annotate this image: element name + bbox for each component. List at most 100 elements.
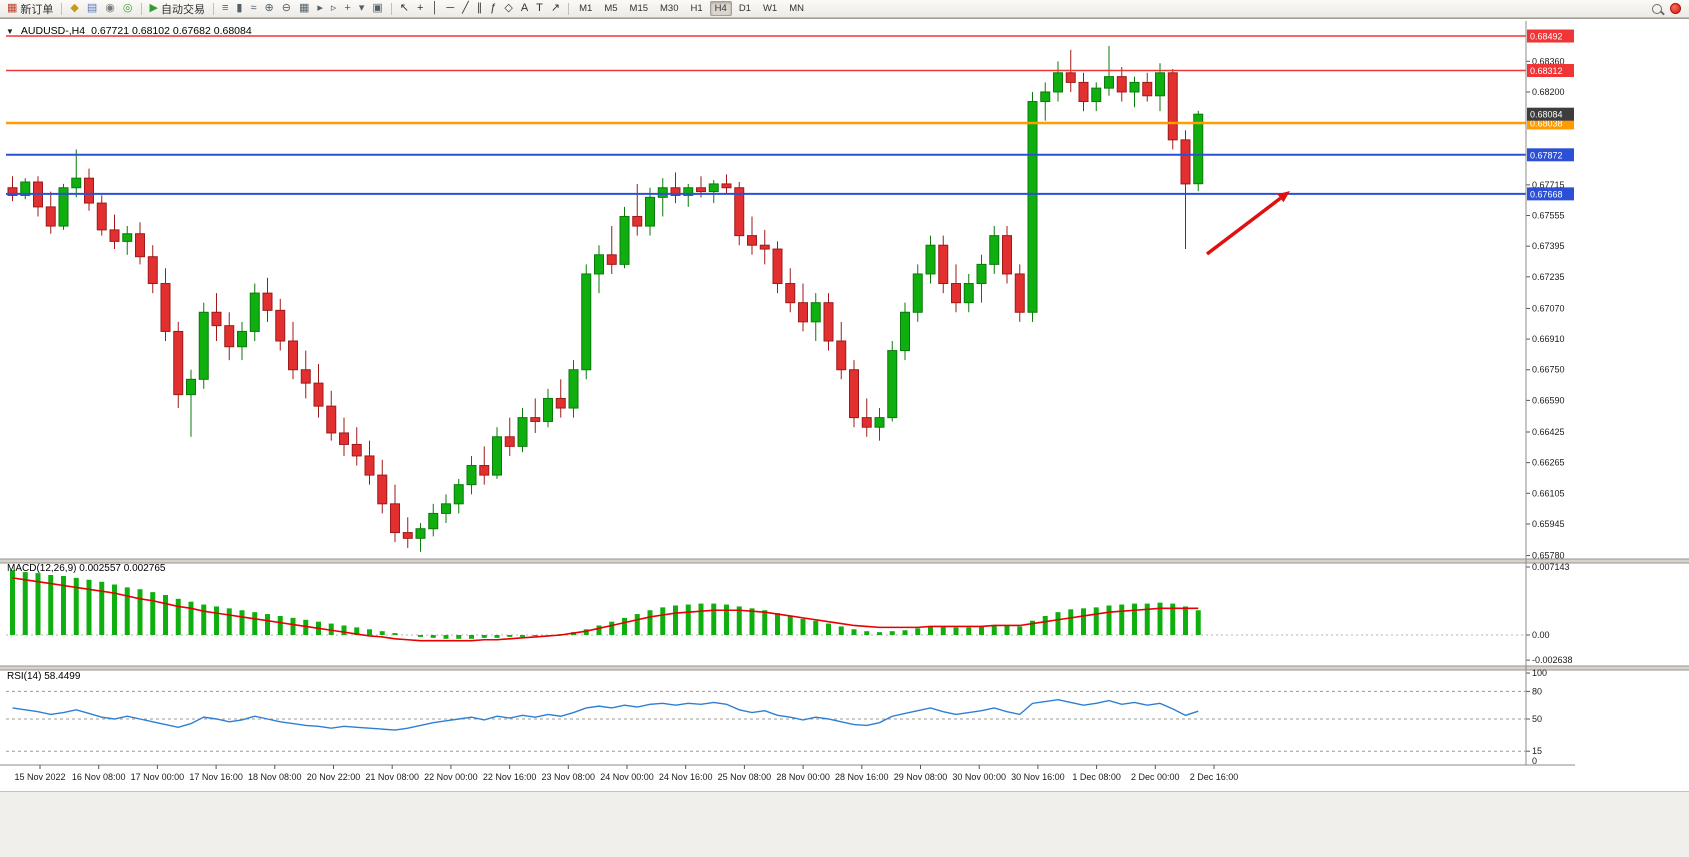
- candle[interactable]: [377, 474, 388, 505]
- candle[interactable]: [20, 181, 31, 196]
- vertical-line-button[interactable]: │: [428, 1, 441, 17]
- label-button[interactable]: T: [533, 1, 546, 17]
- panel-divider[interactable]: [0, 666, 1689, 670]
- crosshair-button[interactable]: +: [414, 1, 426, 17]
- panel-divider[interactable]: [0, 559, 1689, 563]
- timeframe-m15-button[interactable]: M15: [629, 3, 649, 14]
- candle[interactable]: [900, 311, 910, 352]
- candle[interactable]: [1129, 81, 1140, 93]
- candle[interactable]: [1053, 72, 1063, 93]
- candle[interactable]: [594, 254, 604, 275]
- candle[interactable]: [211, 311, 222, 327]
- timeframe-h4-button[interactable]: H4: [709, 1, 732, 16]
- timeframe-h1-button[interactable]: H1: [690, 3, 703, 14]
- candle[interactable]: [453, 484, 464, 505]
- candle[interactable]: [581, 273, 592, 371]
- candle[interactable]: [645, 196, 655, 227]
- candle[interactable]: [7, 187, 18, 196]
- candle[interactable]: [683, 187, 694, 196]
- trendline-button[interactable]: ╱: [459, 1, 472, 17]
- candle[interactable]: [721, 183, 732, 189]
- candles-mode-button[interactable]: ▮: [233, 1, 245, 17]
- candle[interactable]: [428, 512, 439, 530]
- new-order-button[interactable]: ▦ 新订单: [4, 1, 56, 17]
- candle[interactable]: [670, 187, 681, 196]
- candle[interactable]: [1167, 72, 1178, 141]
- record-status-icon[interactable]: [1670, 3, 1681, 14]
- candle[interactable]: [836, 340, 847, 371]
- zoom-out-button[interactable]: ⊖: [279, 1, 294, 17]
- candle[interactable]: [874, 417, 885, 428]
- candle[interactable]: [1014, 273, 1025, 313]
- profiles-button[interactable]: ▤: [84, 1, 100, 17]
- search-icon[interactable]: [1652, 3, 1662, 14]
- candle[interactable]: [543, 397, 553, 422]
- candle[interactable]: [492, 436, 502, 476]
- candle[interactable]: [772, 248, 783, 285]
- candle[interactable]: [479, 465, 490, 476]
- shapes-button[interactable]: ◇: [501, 1, 515, 17]
- candle[interactable]: [96, 202, 107, 231]
- timeframe-mn-button[interactable]: MN: [789, 3, 804, 14]
- trend-arrow-line[interactable]: [1205, 196, 1282, 256]
- alerts-button[interactable]: ◉: [102, 1, 118, 17]
- candle[interactable]: [708, 183, 719, 193]
- candle[interactable]: [925, 244, 936, 275]
- macd-indicator-label[interactable]: MACD(12,26,9) 0.002557 0.002765: [7, 563, 166, 574]
- timeframe-w1-button[interactable]: W1: [762, 3, 778, 14]
- candle[interactable]: [606, 254, 617, 265]
- candle[interactable]: [976, 263, 987, 285]
- candle[interactable]: [938, 244, 949, 285]
- candle[interactable]: [1065, 72, 1076, 83]
- candle[interactable]: [530, 417, 541, 422]
- candle[interactable]: [300, 369, 311, 384]
- candle[interactable]: [147, 256, 158, 285]
- candle[interactable]: [1091, 87, 1102, 103]
- candle[interactable]: [339, 432, 349, 445]
- timeframe-m30-button[interactable]: M30: [660, 3, 679, 14]
- candle[interactable]: [109, 229, 120, 242]
- candle[interactable]: [810, 302, 821, 323]
- candle[interactable]: [861, 417, 872, 428]
- fibonacci-button[interactable]: ƒ: [487, 1, 499, 17]
- templates-button[interactable]: ▣: [369, 1, 385, 17]
- text-button[interactable]: A: [518, 1, 531, 17]
- zoom-in-button[interactable]: ⊕: [262, 1, 277, 17]
- candle[interactable]: [58, 187, 69, 227]
- candle[interactable]: [1116, 76, 1127, 93]
- candle[interactable]: [237, 330, 247, 348]
- candle[interactable]: [657, 187, 668, 198]
- candle[interactable]: [160, 283, 171, 332]
- chart-canvas[interactable]: 0.68360 0.68200 0.67715 0.67555 0.67395 0.672…: [0, 21, 1689, 791]
- candle[interactable]: [568, 369, 579, 409]
- candle[interactable]: [84, 177, 94, 204]
- candle[interactable]: [351, 443, 362, 457]
- arrow-tool-button[interactable]: ↗: [548, 1, 563, 17]
- candle[interactable]: [1155, 72, 1165, 97]
- candle[interactable]: [823, 302, 834, 342]
- candle[interactable]: [1193, 113, 1204, 185]
- candle[interactable]: [1104, 76, 1114, 89]
- candle[interactable]: [71, 177, 82, 189]
- timeframe-d1-button[interactable]: D1: [738, 3, 751, 14]
- candle[interactable]: [759, 244, 770, 250]
- timeframe-m5-button[interactable]: M5: [604, 3, 618, 14]
- candle[interactable]: [632, 215, 643, 227]
- candle[interactable]: [849, 369, 859, 419]
- candle[interactable]: [364, 455, 375, 476]
- cursor-button[interactable]: ↖: [397, 1, 412, 17]
- candle[interactable]: [963, 283, 974, 304]
- candle[interactable]: [1078, 81, 1089, 103]
- autotrading-button[interactable]: ▶ 自动交易: [147, 1, 208, 17]
- candle[interactable]: [1040, 91, 1051, 103]
- candle[interactable]: [249, 292, 260, 332]
- horizontal-line-button[interactable]: ─: [443, 1, 457, 17]
- periods-button[interactable]: ▾: [356, 1, 368, 17]
- candle[interactable]: [887, 350, 898, 419]
- candle[interactable]: [912, 273, 923, 313]
- line-mode-button[interactable]: ≈: [247, 1, 259, 17]
- candle[interactable]: [288, 340, 298, 371]
- auto-scroll-button[interactable]: ▸: [314, 1, 326, 17]
- candle[interactable]: [1002, 235, 1012, 275]
- candle[interactable]: [135, 233, 145, 258]
